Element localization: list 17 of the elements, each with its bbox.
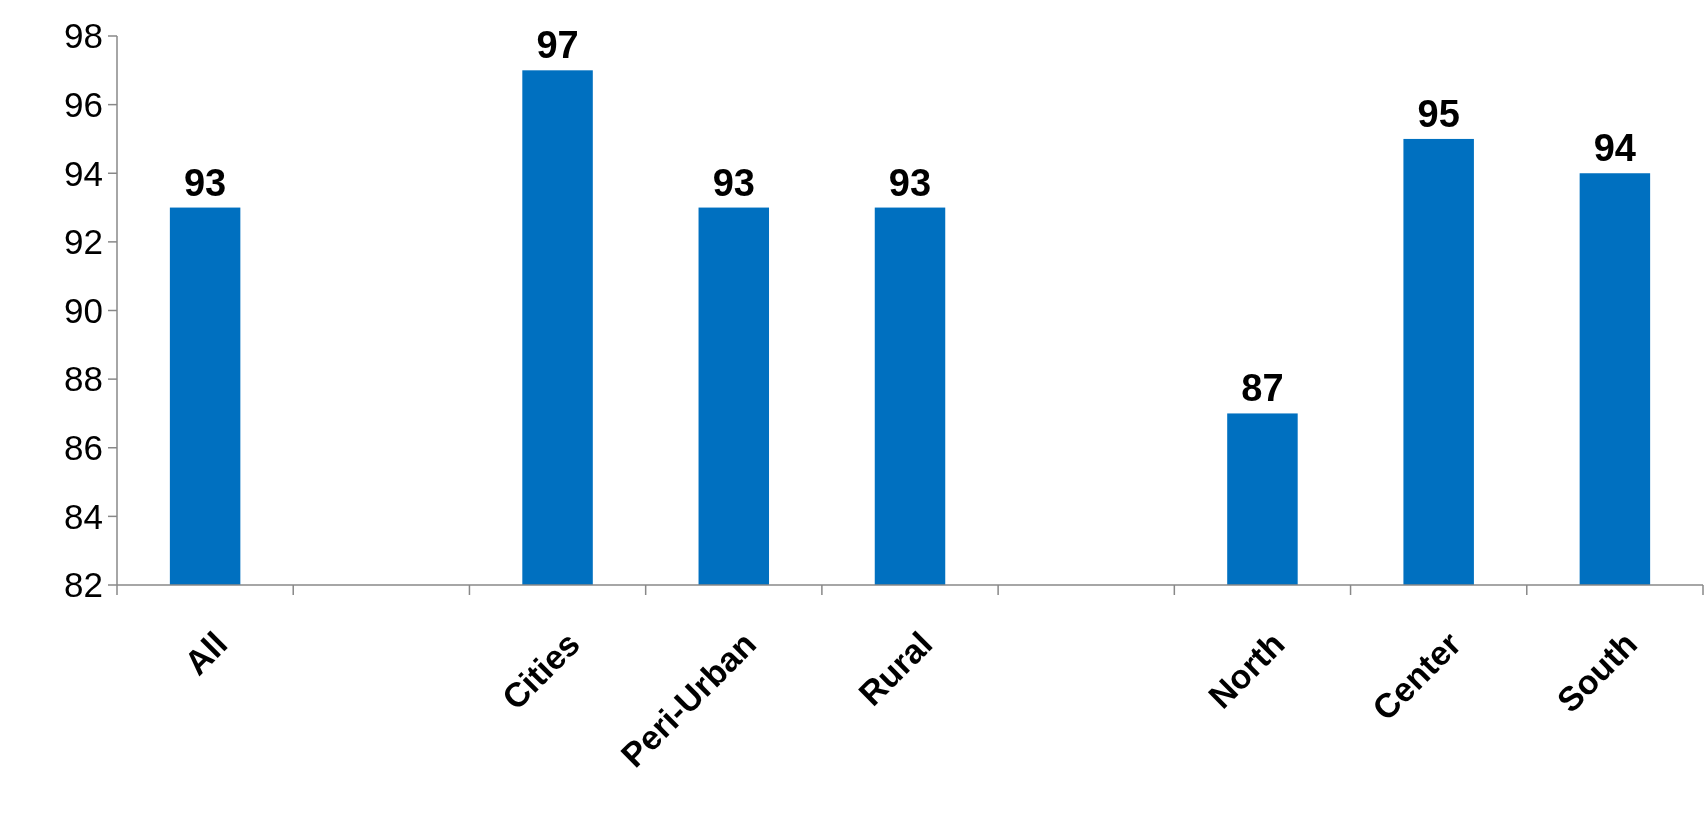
y-tick-label: 98 xyxy=(64,16,103,56)
data-label: 97 xyxy=(536,24,579,67)
y-tick-label: 90 xyxy=(64,290,103,330)
data-label: 95 xyxy=(1417,92,1460,135)
x-tick-label: All xyxy=(176,624,235,683)
y-tick-label: 84 xyxy=(64,496,103,536)
y-tick-label: 82 xyxy=(64,565,103,605)
y-tick-label: 94 xyxy=(64,153,103,193)
y-tick-label: 96 xyxy=(64,84,103,124)
data-label: 93 xyxy=(183,161,227,204)
data-label: 94 xyxy=(1593,127,1637,170)
y-tick-label: 92 xyxy=(64,222,103,262)
y-tick-label: 86 xyxy=(64,428,103,467)
data-label: 93 xyxy=(712,161,755,204)
data-label: 87 xyxy=(1241,367,1284,410)
data-label: 93 xyxy=(888,161,932,204)
y-tick-label: 88 xyxy=(64,359,103,399)
